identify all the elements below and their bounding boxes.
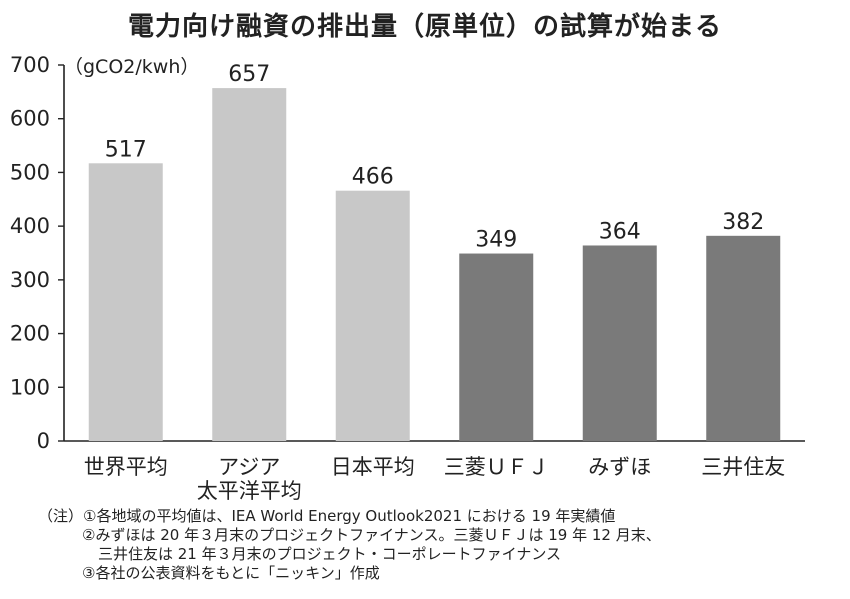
y-tick-label: 100	[10, 375, 50, 399]
value-label: 349	[475, 228, 517, 253]
value-label: 382	[722, 210, 764, 235]
category-label: 日本平均	[331, 455, 415, 479]
category-label: アジア	[218, 455, 280, 479]
category-label: 太平洋平均	[197, 479, 302, 503]
y-tick-label: 400	[10, 214, 50, 238]
footnote-2: ②みずほは 20 年３月末のプロジェクトファイナンス。三菱ＵＦＪは 19 年 1…	[82, 526, 661, 544]
category-label: 世界平均	[84, 455, 168, 479]
value-label: 364	[599, 219, 641, 244]
y-tick-label: 600	[10, 107, 50, 131]
value-label: 517	[105, 137, 147, 162]
footnote-1: （注）①各地域の平均値は、IEA World Energy Outlook202…	[38, 507, 616, 525]
bar	[582, 245, 657, 441]
y-tick-label: 200	[10, 322, 50, 346]
bar	[212, 88, 287, 442]
bar	[88, 163, 163, 441]
category-label: 三菱ＵＦＪ	[444, 455, 549, 479]
category-label: 三井住友	[701, 455, 785, 479]
y-tick-label: 700	[10, 53, 50, 77]
value-label: 657	[228, 62, 270, 87]
y-tick-label: 0	[37, 429, 50, 453]
bars	[88, 88, 781, 442]
category-label: みずほ	[588, 455, 651, 479]
y-tick-label: 500	[10, 160, 50, 184]
bar	[459, 253, 534, 441]
footnotes: （注）①各地域の平均値は、IEA World Energy Outlook202…	[38, 507, 838, 583]
chart-title: 電力向け融資の排出量（原単位）の試算が始まる	[127, 12, 722, 42]
y-tick-label: 300	[10, 268, 50, 292]
footnote-4: ③各社の公表資料をもとに「ニッキン」作成	[82, 564, 380, 582]
value-label: 466	[352, 165, 394, 190]
bar	[335, 190, 410, 441]
axes: 0 100 200 300 400 500 600 700 （gCO2/kwh）	[10, 53, 805, 453]
bar	[706, 235, 781, 441]
unit-label: （gCO2/kwh）	[64, 56, 199, 78]
footnote-3: 三井住友は 21 年３月末のプロジェクト・コーポレートファイナンス	[98, 545, 562, 563]
